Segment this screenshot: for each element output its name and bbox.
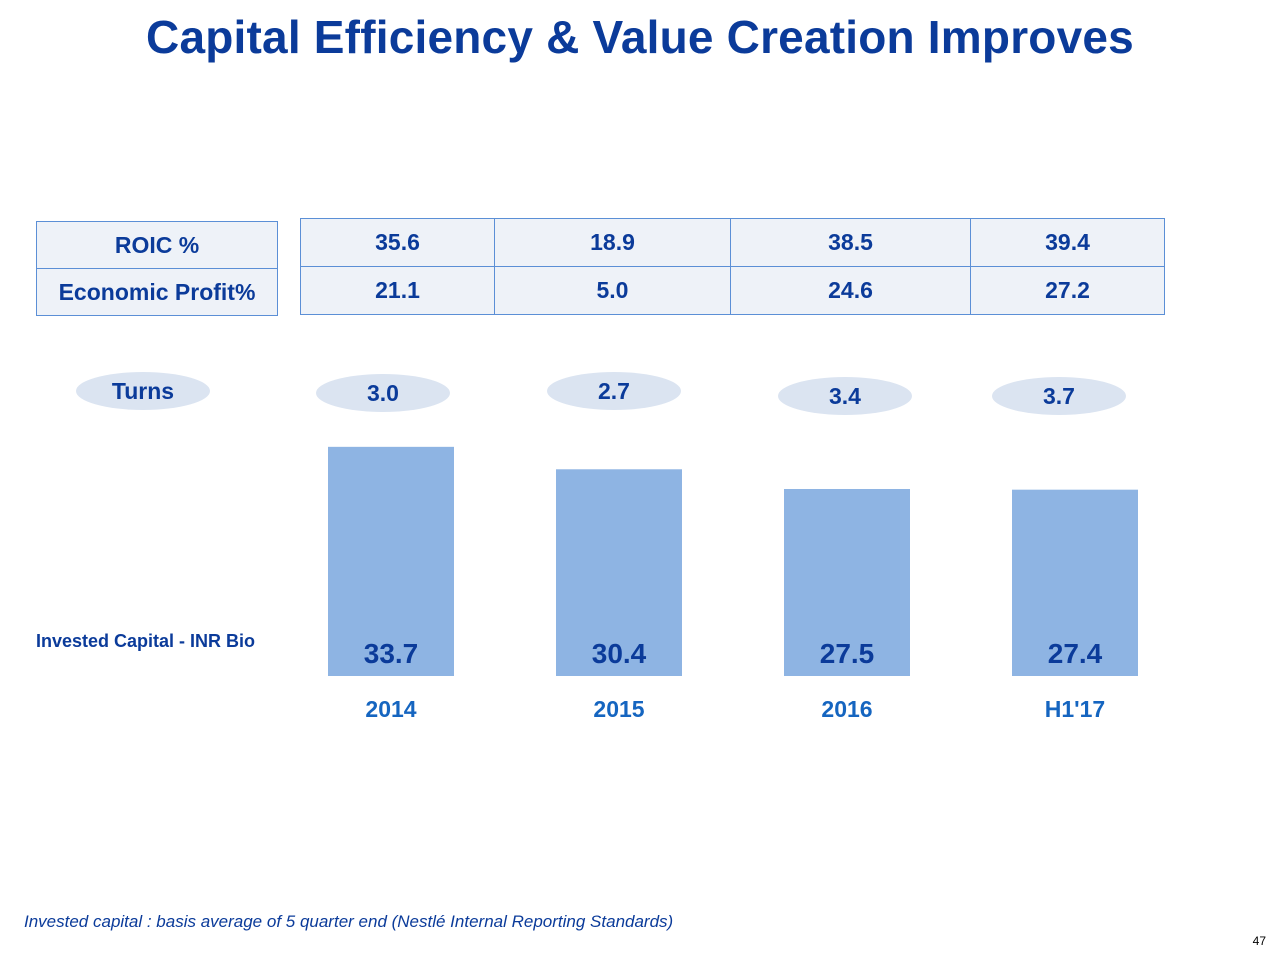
- bar-value-label: 30.4: [592, 638, 647, 669]
- bar: [556, 469, 682, 676]
- footnote: Invested capital : basis average of 5 qu…: [24, 912, 674, 931]
- bar-value-label: 27.5: [820, 638, 875, 669]
- bar-value-label: 27.4: [1048, 638, 1103, 669]
- turns-value: 3.0: [316, 374, 450, 412]
- bar-value-label: 33.7: [364, 638, 419, 669]
- category-label: 2016: [821, 696, 872, 722]
- turns-label: Turns: [76, 372, 210, 410]
- turns-value: 3.7: [992, 377, 1126, 415]
- metrics-values-table: 35.6 18.9 38.5 39.4 21.1 5.0 24.6 27.2: [300, 218, 1165, 315]
- page-title: Capital Efficiency & Value Creation Impr…: [146, 11, 1134, 63]
- roic-value: 35.6: [300, 218, 495, 267]
- economic-profit-row: 21.1 5.0 24.6 27.2: [300, 266, 1165, 315]
- category-label: 2015: [593, 696, 644, 722]
- invested-capital-label: Invested Capital - INR Bio: [36, 631, 256, 651]
- bar: [1012, 489, 1138, 676]
- economic-profit-value: 24.6: [730, 266, 971, 315]
- roic-row: 35.6 18.9 38.5 39.4: [300, 218, 1165, 267]
- economic-profit-value: 21.1: [300, 266, 495, 315]
- roic-value: 39.4: [970, 218, 1165, 267]
- metrics-labels-table: ROIC % Economic Profit%: [36, 221, 278, 316]
- turns-value: 3.4: [778, 377, 912, 415]
- category-label: H1'17: [1045, 696, 1105, 722]
- economic-profit-label: Economic Profit%: [36, 268, 278, 316]
- turns-value: 2.7: [547, 372, 681, 410]
- category-label: 2014: [365, 696, 416, 722]
- economic-profit-value: 5.0: [494, 266, 731, 315]
- bar: [784, 489, 910, 676]
- roic-label: ROIC %: [36, 221, 278, 269]
- roic-value: 38.5: [730, 218, 971, 267]
- page-number: 47: [1252, 934, 1266, 948]
- economic-profit-value: 27.2: [970, 266, 1165, 315]
- bar: [328, 446, 454, 676]
